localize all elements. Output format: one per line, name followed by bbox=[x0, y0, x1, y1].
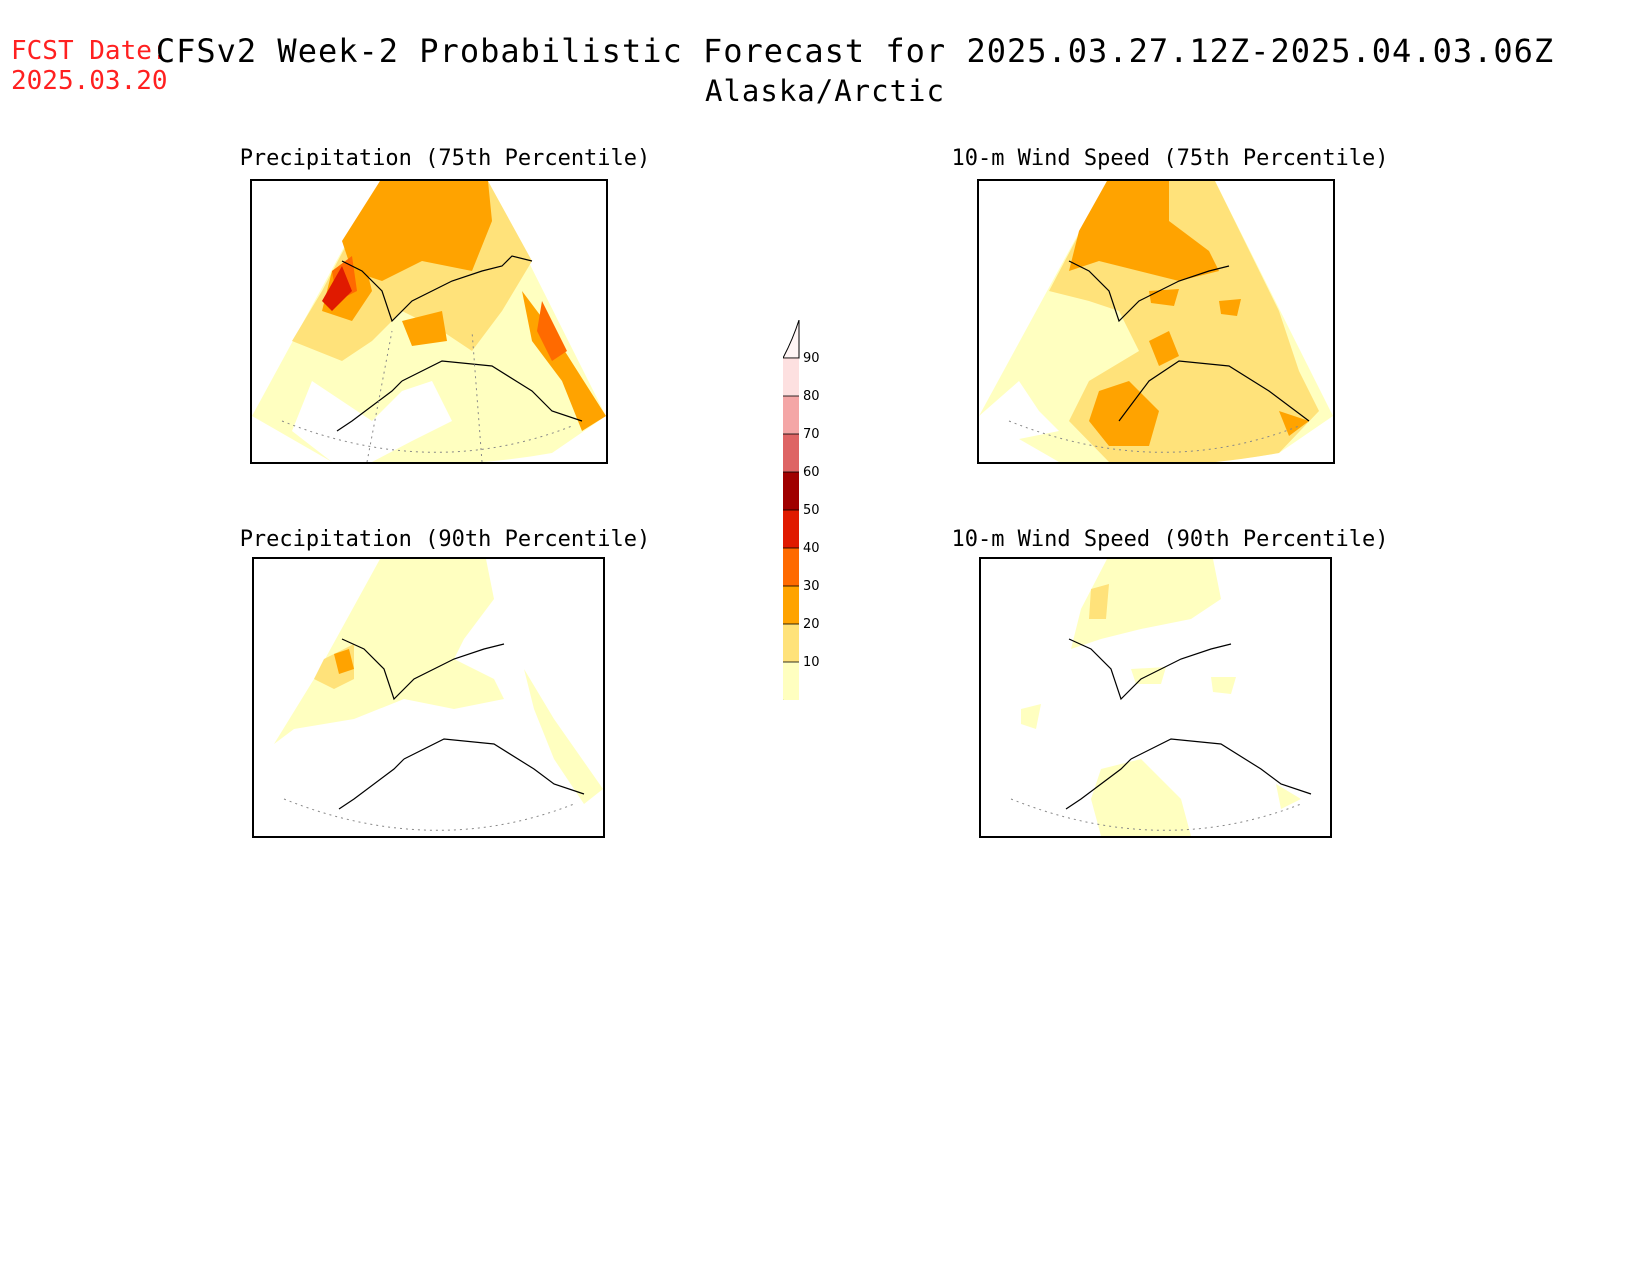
colorbar-top-cap bbox=[782, 319, 800, 359]
forecast-date-label: FCST Date: bbox=[11, 36, 168, 66]
colorbar-tick-label: 80 bbox=[803, 389, 820, 404]
colorbar-tick-label: 30 bbox=[803, 579, 820, 594]
panel-title-precip-90: Precipitation (90th Percentile) bbox=[239, 527, 651, 552]
map-wind-75 bbox=[977, 179, 1335, 464]
map-wind-90 bbox=[979, 557, 1332, 838]
forecast-date-value: 2025.03.20 bbox=[11, 66, 168, 96]
colorbar-swatch bbox=[783, 548, 799, 586]
panel-title-precip-75: Precipitation (75th Percentile) bbox=[239, 146, 651, 171]
colorbar-tick-label: 20 bbox=[803, 617, 820, 632]
colorbar-swatch bbox=[783, 662, 799, 700]
colorbar-tick-label: 60 bbox=[803, 465, 820, 480]
map-precip-90 bbox=[252, 557, 605, 838]
panel-title-wind-90: 10-m Wind Speed (90th Percentile) bbox=[951, 527, 1389, 552]
colorbar-swatch bbox=[783, 510, 799, 548]
colorbar-swatch bbox=[783, 396, 799, 434]
colorbar-swatch bbox=[783, 586, 799, 624]
colorbar-tick-label: 90 bbox=[803, 351, 820, 366]
colorbar-swatch bbox=[783, 472, 799, 510]
panel-title-wind-75: 10-m Wind Speed (75th Percentile) bbox=[951, 146, 1389, 171]
colorbar: 90 80 70 60 50 40 30 20 10 bbox=[782, 319, 843, 739]
colorbar-swatch bbox=[783, 624, 799, 662]
main-title: CFSv2 Week-2 Probabilistic Forecast for … bbox=[155, 32, 1555, 70]
colorbar-tick-label: 40 bbox=[803, 541, 820, 556]
colorbar-tick-label: 70 bbox=[803, 427, 820, 442]
map-precip-75 bbox=[250, 179, 608, 464]
colorbar-swatch bbox=[783, 434, 799, 472]
colorbar-swatch bbox=[783, 358, 799, 396]
region-subtitle: Alaska/Arctic bbox=[705, 74, 945, 108]
colorbar-tick-label: 10 bbox=[803, 655, 820, 670]
colorbar-svg: 90 80 70 60 50 40 30 20 10 bbox=[782, 319, 820, 739]
colorbar-tick-label: 50 bbox=[803, 503, 820, 518]
